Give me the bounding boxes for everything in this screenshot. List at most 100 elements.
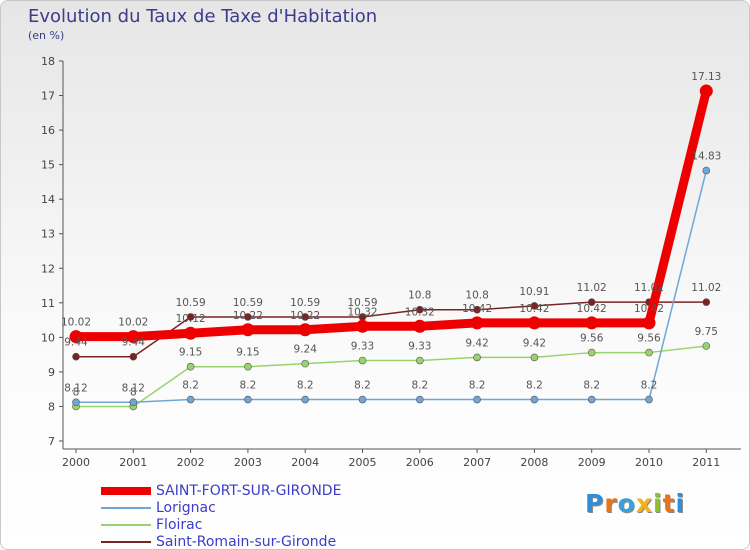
x-tick-label: 2011 [692,456,720,469]
x-tick-label: 2001 [119,456,147,469]
x-tick-label: 2008 [520,456,548,469]
data-point-lorignac [645,395,653,404]
data-label-lorignac: 8.2 [583,380,600,392]
data-point-floirac [645,348,653,357]
data-label-floirac: 9.42 [523,337,546,349]
data-point-saint-fort-sur-gironde [184,326,198,340]
data-point-saint-romain-sur-gironde [530,302,539,310]
data-point-saint-romain-sur-gironde [473,305,481,314]
data-label-floirac: 9.56 [637,333,661,345]
data-label-saint-romain-sur-gironde: 11.02 [691,282,721,294]
series-line-saint-romain-sur-gironde [75,301,708,358]
data-point-saint-romain-sur-gironde [415,305,424,314]
data-label-lorignac: 14.83 [691,151,721,163]
data-label-lorignac: 8.12 [64,382,87,394]
data-label-saint-fort-sur-gironde: 10.42 [462,303,492,315]
data-point-floirac [530,353,539,362]
y-tick-label: 15 [41,159,55,172]
data-label-floirac: 9.33 [351,341,374,353]
legend-swatch-floirac [101,524,151,526]
data-point-saint-fort-sur-gironde [356,319,369,333]
y-tick-label: 12 [41,262,55,275]
x-tick-label: 2004 [291,456,319,469]
data-label-saint-romain-sur-gironde: 11.02 [634,282,664,294]
data-point-saint-romain-sur-gironde [186,313,195,321]
data-label-saint-fort-sur-gironde: 17.13 [691,71,721,83]
data-point-lorignac [530,395,539,404]
data-label-lorignac: 8.2 [411,380,428,392]
data-point-lorignac [702,166,711,175]
data-point-floirac [587,348,596,357]
y-tick-label: 16 [41,124,55,137]
data-point-saint-fort-sur-gironde [413,319,427,333]
x-tick-label: 2006 [406,456,434,469]
y-tick-label: 11 [41,297,55,310]
data-label-lorignac: 8.2 [469,380,486,392]
data-label-saint-romain-sur-gironde: 10.59 [233,297,263,309]
data-point-lorignac [72,398,80,407]
y-tick-label: 10 [41,331,55,344]
data-label-saint-romain-sur-gironde: 10.59 [347,297,377,309]
x-tick-label: 2010 [635,456,663,469]
data-point-saint-romain-sur-gironde [301,313,310,321]
data-point-saint-fort-sur-gironde [699,84,713,98]
data-label-saint-fort-sur-gironde: 10.32 [405,306,435,318]
data-point-floirac [473,353,481,362]
data-label-saint-fort-sur-gironde: 10.22 [233,310,263,322]
data-point-saint-fort-sur-gironde [585,316,599,330]
series-line-saint-fort-sur-gironde [71,86,711,342]
data-point-floirac [415,356,424,365]
data-point-lorignac [186,395,195,404]
data-point-lorignac [301,395,310,404]
data-label-saint-fort-sur-gironde: 10.42 [634,303,664,315]
data-point-floirac [186,362,195,371]
data-label-saint-romain-sur-gironde: 10.91 [519,286,549,298]
legend-swatch-lorignac [101,507,151,509]
data-label-floirac: 9.42 [465,337,488,349]
data-point-saint-fort-sur-gironde [642,316,656,330]
x-tick-label: 2000 [62,456,90,469]
data-label-floirac: 9.33 [408,341,431,353]
data-point-saint-romain-sur-gironde [244,313,252,321]
data-point-saint-fort-sur-gironde [69,330,83,344]
data-point-saint-romain-sur-gironde [129,352,138,361]
data-label-saint-romain-sur-gironde: 10.59 [176,297,206,309]
data-point-saint-fort-sur-gironde [126,330,140,344]
data-point-lorignac [244,395,252,404]
y-tick-label: 9 [48,366,55,379]
legend-swatch-saint-romain [101,541,151,543]
proxiti-logo-text: Proxiti [585,489,686,518]
data-label-floirac: 9.24 [294,344,318,356]
data-point-saint-romain-sur-gironde [702,298,711,306]
data-label-saint-fort-sur-gironde: 10.32 [347,306,377,318]
data-point-saint-fort-sur-gironde [470,316,484,330]
data-label-floirac: 9.15 [236,347,259,359]
data-point-floirac [244,362,252,371]
y-tick-label: 8 [48,400,55,413]
data-label-floirac: 9.15 [179,347,202,359]
x-tick-label: 2009 [578,456,606,469]
data-label-saint-romain-sur-gironde: 9.44 [64,337,88,349]
data-point-floirac [301,359,310,368]
data-label-saint-fort-sur-gironde: 10.12 [176,313,206,325]
data-label-saint-fort-sur-gironde: 10.42 [577,303,607,315]
x-tick-label: 2002 [177,456,205,469]
legend-label-lorignac: Lorignac [156,500,216,516]
legend-label-saint-fort: SAINT-FORT-SUR-GIRONDE [156,483,342,499]
legend-label-floirac: Floirac [156,517,203,533]
data-point-lorignac [415,395,424,404]
data-point-saint-fort-sur-gironde [241,323,255,337]
series-line-floirac [75,345,708,408]
data-label-saint-romain-sur-gironde: 9.44 [122,337,146,349]
data-point-lorignac [587,395,596,404]
data-label-lorignac: 8.2 [297,380,314,392]
x-tick-label: 2007 [463,456,491,469]
data-point-floirac [702,342,711,350]
y-tick-label: 18 [41,55,55,68]
data-label-floirac: 9.75 [695,326,718,338]
data-label-saint-fort-sur-gironde: 10.02 [118,317,148,329]
data-label-floirac: 9.56 [580,333,604,345]
data-label-floirac: 8 [73,386,80,398]
